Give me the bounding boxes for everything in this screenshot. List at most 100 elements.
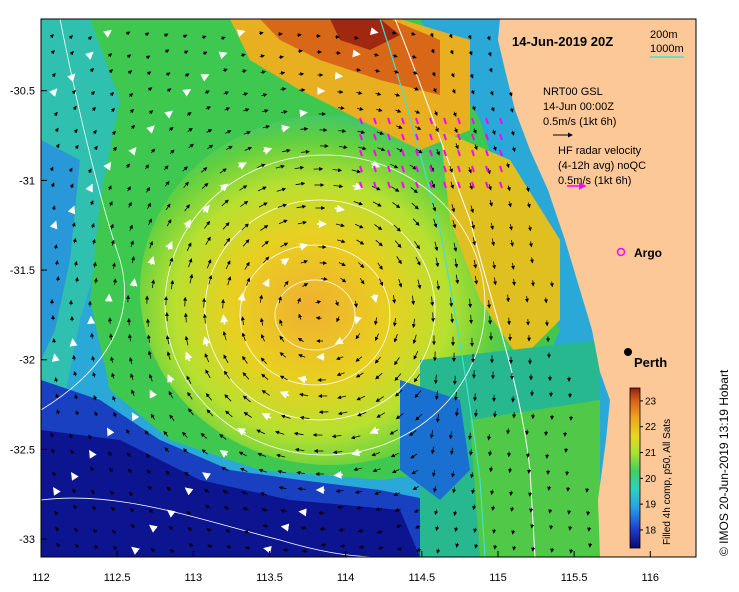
velocity-arrow	[183, 34, 188, 39]
velocity-arrow	[260, 225, 269, 231]
velocity-arrow	[412, 70, 418, 75]
velocity-arrow	[184, 50, 189, 55]
hf-arrow	[359, 117, 363, 125]
velocity-arrow	[355, 372, 364, 378]
velocity-arrow	[127, 468, 133, 474]
velocity-arrow	[492, 261, 497, 270]
hf-arrow	[457, 133, 461, 141]
velocity-arrow	[470, 205, 475, 214]
velocity-arrow	[397, 546, 403, 551]
velocity-arrow	[87, 36, 93, 41]
velocity-arrow	[50, 50, 55, 55]
velocity-arrow	[332, 168, 343, 173]
velocity-arrow	[188, 543, 194, 548]
velocity-arrow	[166, 351, 171, 361]
velocity-arrow	[208, 274, 213, 285]
velocity-arrow	[107, 427, 115, 437]
hf-arrow	[359, 149, 363, 157]
velocity-arrow	[111, 130, 116, 136]
velocity-arrow	[473, 144, 478, 151]
velocity-arrow	[67, 73, 76, 82]
velocity-arrow	[221, 466, 229, 472]
hf-arrow	[471, 117, 475, 125]
velocity-arrow	[429, 430, 434, 439]
velocity-arrow	[414, 390, 422, 399]
velocity-arrow	[89, 200, 94, 206]
velocity-arrow	[145, 318, 150, 327]
velocity-arrow	[296, 470, 305, 475]
hf-arrow	[485, 117, 489, 125]
velocity-arrow	[146, 469, 151, 475]
velocity-arrow	[351, 169, 361, 174]
velocity-arrow	[454, 526, 459, 532]
velocity-arrow	[127, 452, 132, 458]
velocity-arrow	[126, 54, 132, 59]
velocity-arrow	[276, 453, 286, 458]
velocity-arrow	[354, 300, 358, 308]
velocity-arrow	[166, 509, 176, 518]
velocity-arrow	[241, 491, 249, 495]
velocity-arrow	[352, 49, 361, 58]
velocity-arrow	[374, 224, 383, 230]
velocity-arrow	[90, 466, 95, 472]
hf-arrow	[415, 117, 419, 125]
velocity-arrow	[473, 527, 478, 533]
velocity-arrow	[91, 489, 96, 495]
velocity-arrow	[450, 181, 454, 190]
velocity-arrow	[392, 53, 398, 58]
velocity-arrow	[359, 277, 365, 285]
velocity-arrow	[373, 52, 379, 57]
velocity-arrow	[128, 333, 132, 342]
lon-tick-label: 112	[32, 572, 50, 584]
velocity-arrow	[508, 224, 513, 231]
velocity-arrow	[93, 145, 98, 151]
velocity-arrow	[93, 277, 98, 284]
velocity-arrow	[429, 33, 434, 38]
velocity-arrow	[261, 240, 269, 248]
lon-tick-label: 115.5	[561, 572, 588, 584]
velocity-arrow	[164, 110, 174, 119]
velocity-arrow	[297, 220, 307, 225]
velocity-arrow	[448, 34, 453, 39]
velocity-arrow	[567, 509, 572, 515]
velocity-arrow	[335, 223, 345, 228]
velocity-arrow	[468, 50, 473, 56]
velocity-arrow	[413, 350, 419, 360]
velocity-arrow	[108, 451, 113, 457]
velocity-arrow	[526, 452, 531, 459]
velocity-arrow	[415, 413, 423, 421]
velocity-arrow	[454, 258, 459, 268]
velocity-arrow	[449, 297, 454, 308]
velocity-arrow	[315, 316, 322, 321]
velocity-arrow	[390, 452, 399, 458]
velocity-arrow	[112, 278, 117, 285]
velocity-arrow	[51, 448, 56, 453]
velocity-arrow	[394, 92, 401, 97]
velocity-arrow	[472, 393, 477, 402]
velocity-arrow	[506, 185, 511, 192]
velocity-arrow	[470, 472, 475, 479]
velocity-arrow	[148, 218, 152, 226]
velocity-arrow	[103, 29, 112, 38]
lon-tick-label: 113.5	[256, 572, 283, 584]
velocity-arrow	[130, 240, 134, 248]
velocity-arrows	[49, 27, 593, 555]
velocity-arrow	[395, 389, 403, 397]
velocity-arrow	[280, 110, 288, 114]
velocity-arrow	[393, 69, 399, 74]
velocity-arrow	[240, 316, 245, 326]
velocity-arrow	[431, 71, 436, 77]
sst-field	[41, 19, 696, 557]
velocity-arrow	[239, 467, 248, 472]
velocity-arrow	[411, 54, 417, 59]
colorbar	[629, 387, 641, 549]
hf-arrow	[415, 181, 419, 189]
velocity-arrow	[340, 277, 347, 283]
hf-arrow	[401, 149, 405, 157]
velocity-arrow	[54, 260, 59, 266]
velocity-arrow	[200, 432, 208, 439]
velocity-arrow	[452, 219, 457, 229]
velocity-arrow	[436, 148, 440, 156]
lon-tick-label: 112.5	[104, 572, 131, 584]
colorbar-label: 18	[645, 525, 657, 536]
